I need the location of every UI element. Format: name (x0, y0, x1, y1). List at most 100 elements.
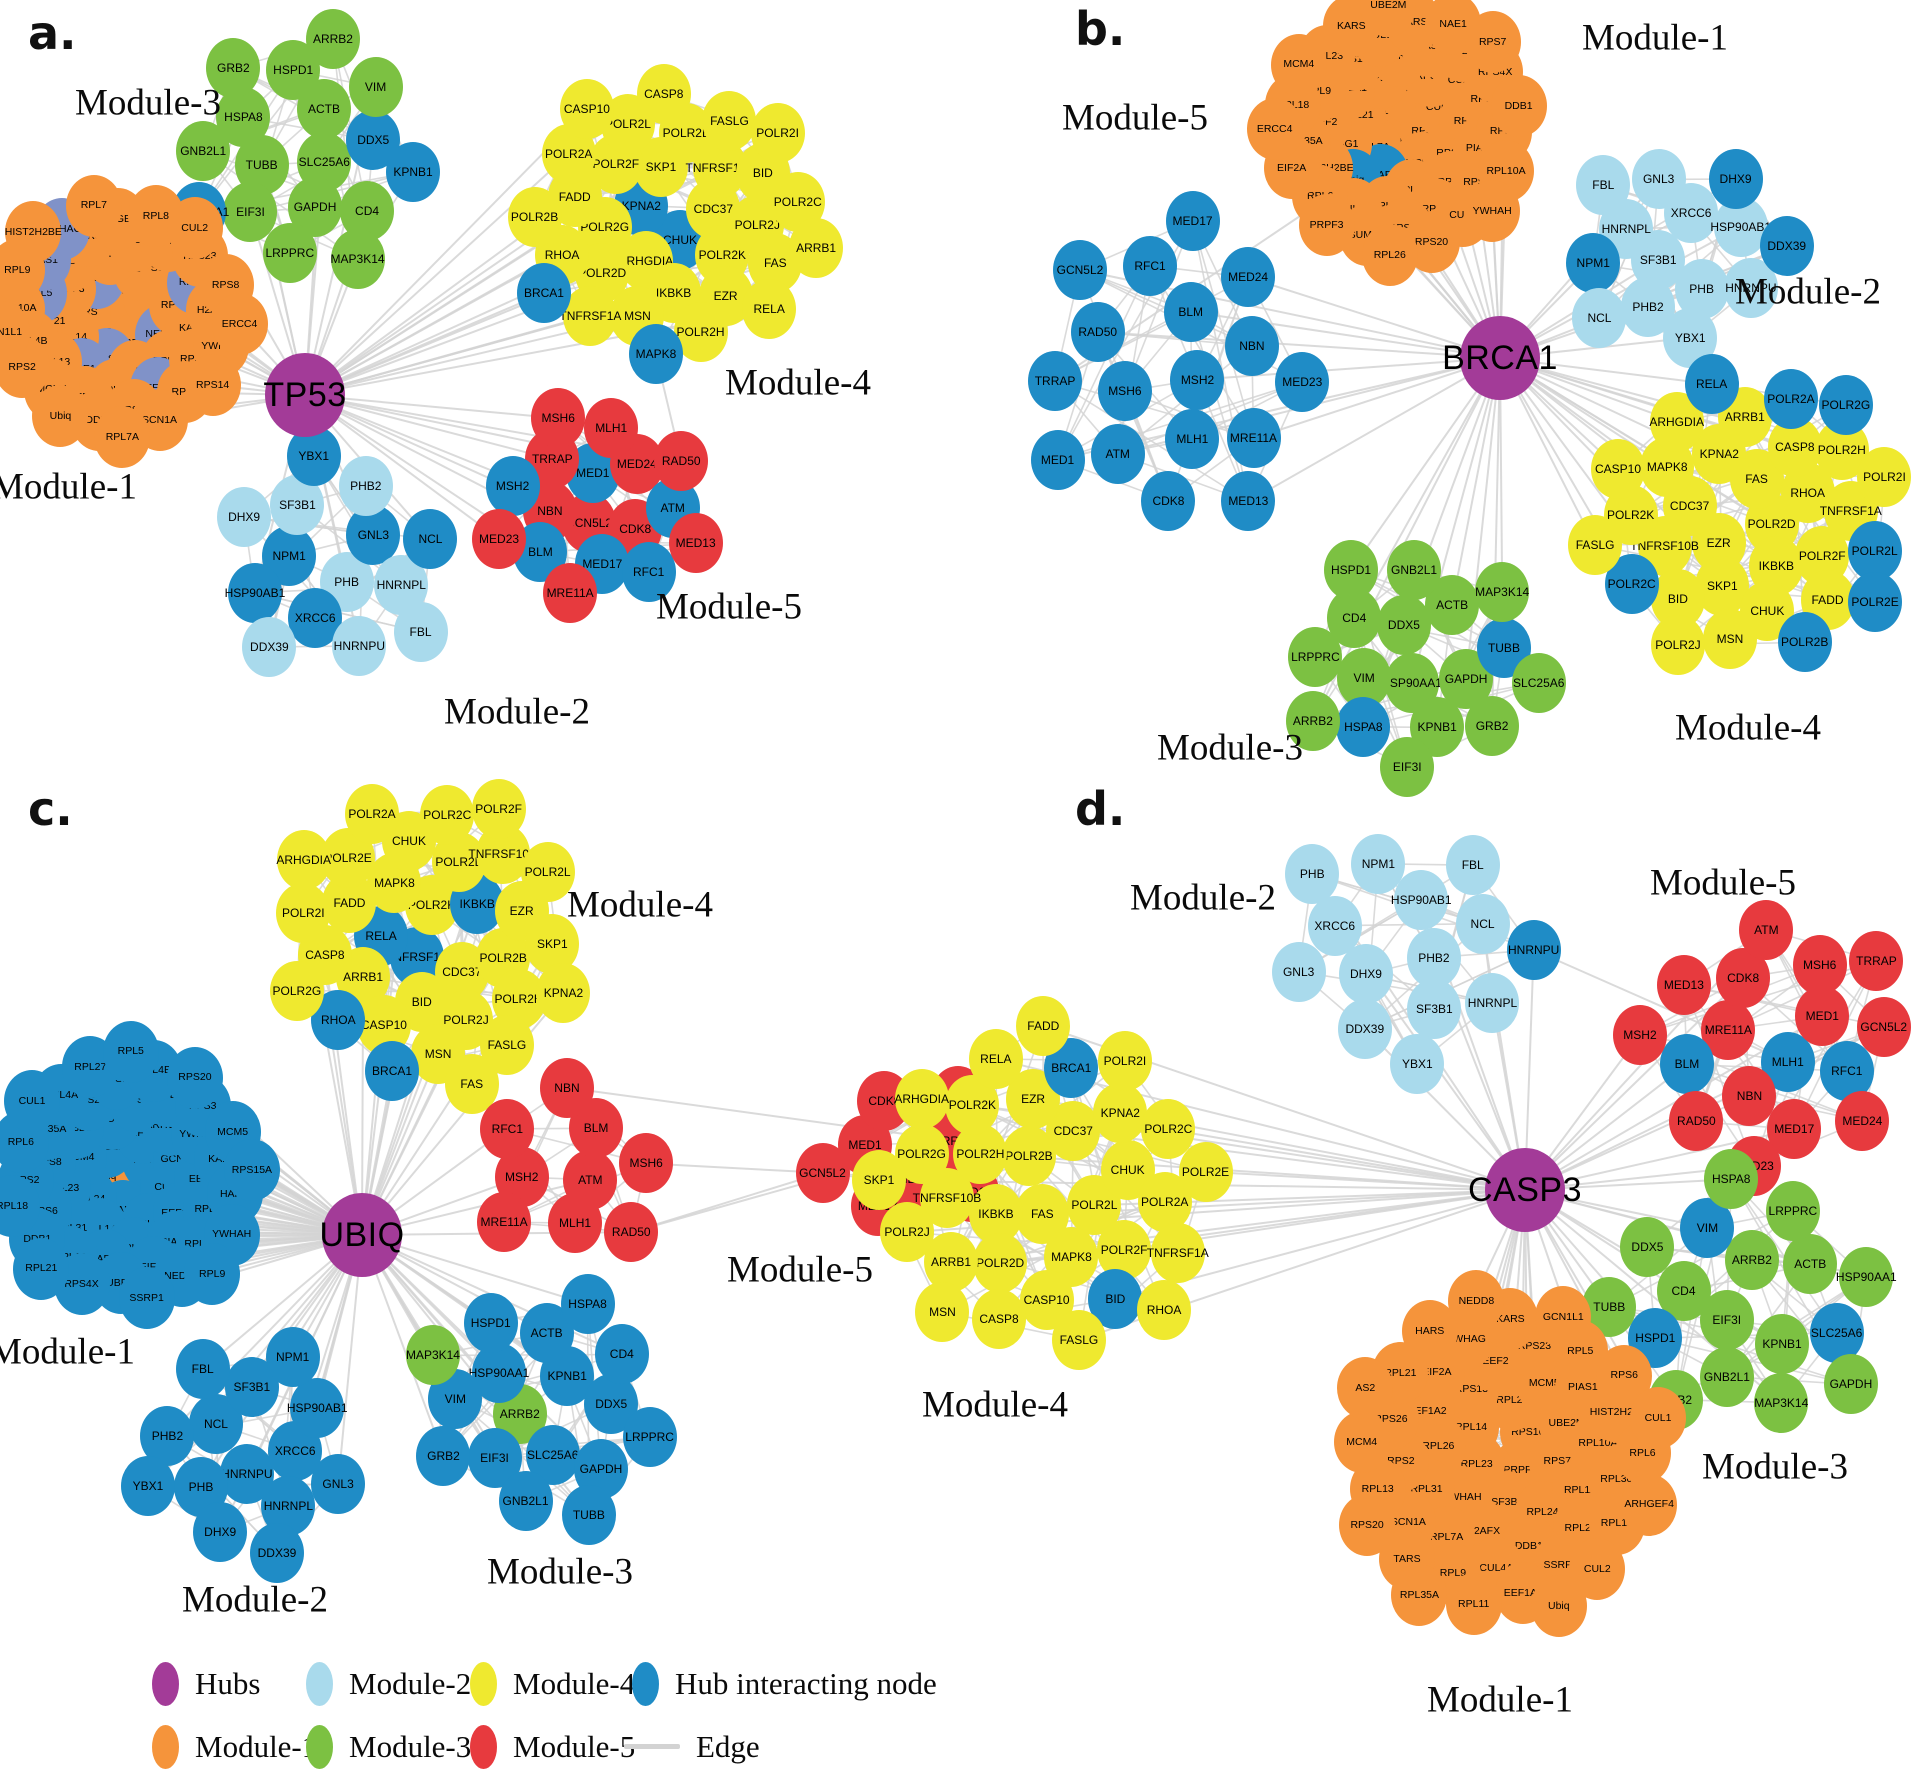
network-node: RPL11 (1445, 1573, 1502, 1636)
network-node: PHB2 (140, 1405, 195, 1466)
network-node: RAD50 (654, 431, 709, 492)
network-node: PHB2 (1406, 927, 1461, 988)
network-node: KPNA2 (1093, 1083, 1148, 1144)
network-node: PHB (1285, 843, 1340, 904)
network-node: POLR2C (770, 172, 825, 232)
network-node: LRPPRC (1765, 1180, 1820, 1241)
network-node: HSP90AA1 (1836, 1247, 1897, 1308)
network-node: POLR2C (420, 784, 475, 845)
network-node: MED24 (1221, 247, 1276, 308)
network-node: TNFRSF1A (1147, 1222, 1209, 1283)
network-node: MSH6 (1097, 361, 1152, 422)
network-node: GCN5L2 (795, 1142, 850, 1203)
network-node: CD4 (594, 1324, 649, 1385)
network-node: MED1 (1030, 429, 1085, 490)
network-node: ARRB2 (1724, 1229, 1779, 1290)
panel-letter-c: c. (28, 782, 73, 836)
network-node: BRCA1 (365, 1040, 420, 1101)
network-node: VIM (348, 57, 403, 118)
network-node: RAD50 (604, 1202, 659, 1263)
module-title: Module-5 (1650, 862, 1796, 904)
module-3-swatch (306, 1724, 333, 1769)
network-node: FASLG (702, 91, 757, 152)
hubs-swatch (152, 1661, 179, 1706)
network-node: SKP1 (1695, 556, 1750, 617)
network-node: NCL (1572, 288, 1627, 349)
network-node: RHOA (1137, 1279, 1192, 1340)
network-node: HNRNPL (1465, 972, 1520, 1033)
network-node: FASLG (1051, 1309, 1106, 1370)
module-title: Module-2 (1735, 271, 1881, 313)
module-5-swatch (470, 1724, 497, 1769)
network-node: RPS20 (1339, 1494, 1396, 1557)
network-node: POLR2I (750, 102, 805, 163)
network-node: CDK8 (1141, 470, 1196, 531)
network-node: Ubiq (32, 385, 89, 448)
panel-letter-d: d. (1075, 782, 1126, 836)
network-node: FAS (444, 1053, 499, 1114)
network-node: RPL21 (13, 1237, 70, 1300)
network-node: MAP3K14 (1754, 1372, 1808, 1433)
network-node: GNL3 (1271, 941, 1326, 1002)
network-node: RFC1 (1123, 235, 1177, 296)
network-node: ACTB (1425, 574, 1480, 635)
network-node: POLR2E (1178, 1141, 1233, 1202)
legend-item-hub-interacting: Hub interacting node (632, 1652, 1152, 1715)
network-node: HSPA8 (560, 1274, 615, 1335)
network-node: RAD50 (1070, 302, 1125, 363)
network-node: XRCC6 (288, 588, 343, 649)
network-node: RFC1 (621, 542, 676, 603)
network-node: FBL (1445, 835, 1500, 896)
module-title: Module-3 (1702, 1446, 1848, 1488)
network-node: DHX9 (1708, 149, 1763, 210)
network-node: NCL (403, 509, 458, 570)
network-node: HSPD1 (463, 1293, 518, 1354)
module-title: Module-5 (656, 586, 802, 628)
network-node: HSP90AB1 (1391, 869, 1452, 930)
legend-label: Module-2 (349, 1665, 472, 1701)
network-node: FBL (175, 1339, 230, 1400)
network-node: GRB2 (1465, 695, 1520, 756)
network-node: POLR2J (880, 1202, 935, 1263)
network-node: CASP8 (972, 1288, 1027, 1349)
hub-node-TP53: TP53 (263, 353, 346, 437)
hub-node-CASP3: CASP3 (1468, 1148, 1582, 1232)
network-node: LRPPRC (262, 222, 317, 283)
network-node: RPS14 (184, 354, 241, 417)
network-node: CASP10 (1591, 438, 1646, 499)
network-node: PHB2 (338, 456, 393, 517)
network-node: POLR2E (1848, 571, 1903, 632)
network-node: ERCC4 (1246, 97, 1303, 160)
network-node: MLH1 (548, 1193, 603, 1254)
edge-swatch (624, 1744, 680, 1749)
network-node: POLR2F (471, 779, 526, 840)
network-node: RPS20 (166, 1046, 223, 1109)
network-node: POLR2B (507, 186, 562, 247)
network-node: POLR2I (1097, 1031, 1152, 1092)
network-node: RPL7 (65, 174, 122, 237)
network-node: SLC25A6 (1809, 1302, 1864, 1363)
network-node: MLH1 (584, 398, 639, 459)
module-title: Module-3 (1157, 727, 1303, 769)
network-node: POLR2G (269, 960, 324, 1021)
network-node: DDX39 (1337, 998, 1392, 1059)
network-node: TRRAP (1028, 350, 1083, 411)
network-node: SSRP1 (118, 1267, 175, 1330)
network-node: MSH6 (1792, 935, 1847, 996)
network-node: GCN1L1 (1535, 1286, 1592, 1349)
legend-label: Hubs (195, 1665, 261, 1701)
network-node: LRPPRC (622, 1406, 677, 1467)
network-node: CUL1 (4, 1070, 61, 1133)
network-node: BRCA1 (516, 263, 571, 324)
network-node: DDX5 (1620, 1216, 1675, 1277)
network-node: HARS (1401, 1300, 1458, 1363)
network-node: DDX39 (1759, 216, 1814, 277)
network-node: MRE11A (477, 1192, 532, 1253)
network-node: POLR2G (1818, 374, 1873, 435)
network-node: MED1 (1795, 986, 1850, 1047)
network-node: YBX1 (286, 426, 341, 487)
network-node: GNB2L1 (1699, 1346, 1754, 1407)
module-4-swatch (470, 1661, 497, 1706)
network-node: ARRB2 (1285, 691, 1340, 752)
network-node: NBN (1224, 315, 1279, 376)
